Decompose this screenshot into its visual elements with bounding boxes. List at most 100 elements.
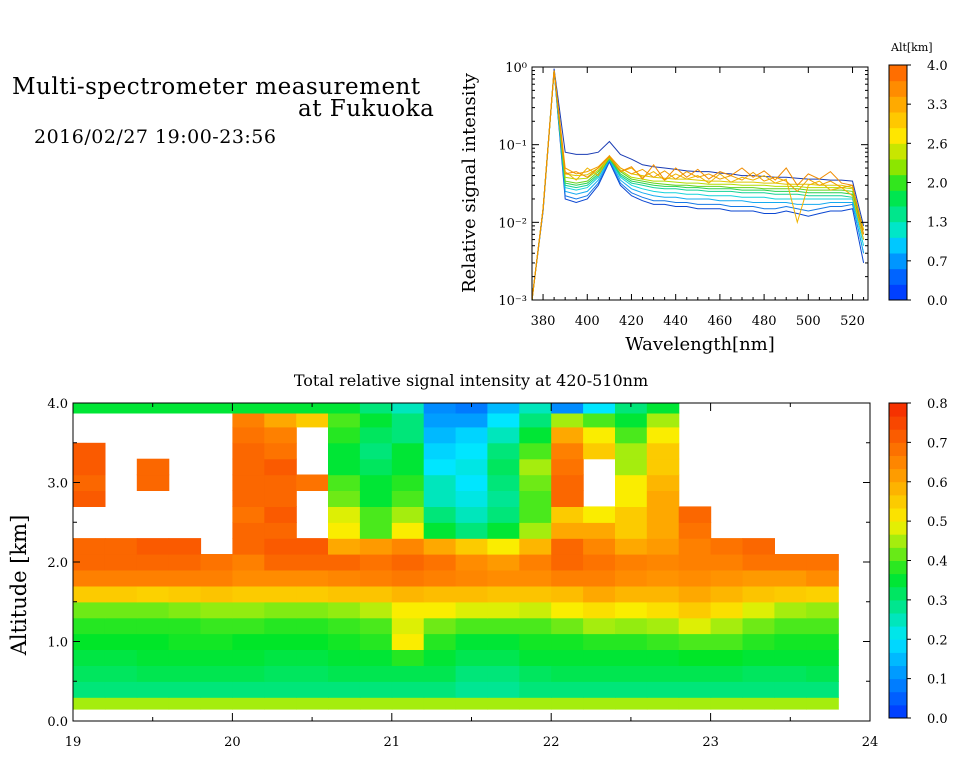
heatmap-cell	[519, 490, 552, 507]
heatmap-cell	[391, 458, 425, 476]
heatmap-cell	[359, 412, 393, 428]
heatmap-cell	[455, 474, 489, 491]
heatmap-cell	[806, 633, 839, 650]
altitude-colorbar-segment	[889, 253, 907, 270]
heatmap-cells	[73, 403, 839, 710]
heatmap-cell	[806, 585, 839, 603]
heatmap-cell	[583, 697, 616, 710]
spectrum-axes: 380 400 420 440 460 480 500 520 10⁻³ 10⁻² 10⁻¹ 10⁰	[498, 61, 868, 329]
heatmap-cell	[455, 458, 489, 476]
spectrum-plot-frame	[531, 66, 869, 301]
heatmap-cell	[264, 426, 297, 444]
heatmap-cell	[774, 649, 807, 666]
heatmap-cell	[391, 697, 425, 710]
heatmap-cell	[136, 617, 170, 635]
heatmap-cell	[264, 474, 297, 491]
heatmap-cell	[646, 458, 680, 476]
heatmap-y-axis-label: Altitude [km]	[7, 515, 31, 657]
intensity-colorbar-segment	[889, 494, 907, 509]
heatmap-cell	[232, 697, 265, 710]
heatmap-cell	[806, 617, 839, 635]
heatmap-x-tick-label: 24	[862, 735, 879, 750]
heatmap-cell	[136, 458, 170, 476]
heatmap-cell	[455, 617, 489, 635]
heatmap-cell	[806, 570, 839, 587]
heatmap-cell	[359, 403, 393, 414]
heatmap-cell	[73, 490, 106, 507]
altitude-colorbar-segment	[889, 127, 907, 144]
heatmap-cell	[710, 585, 744, 603]
heatmap-cell	[646, 649, 680, 666]
heatmap-cell	[615, 554, 648, 571]
heatmap-cell	[296, 649, 329, 666]
heatmap-cell	[391, 633, 425, 650]
intensity-colorbar-segment	[889, 481, 907, 496]
heatmap-cell	[359, 426, 393, 444]
heatmap-y-tick-label: 4.0	[47, 397, 68, 412]
heatmap-cell	[710, 617, 744, 635]
heatmap-cell	[391, 522, 425, 539]
heatmap-cell	[232, 554, 265, 571]
heatmap-cell	[615, 458, 648, 476]
heatmap-cell	[646, 570, 680, 587]
altitude-colorbar-segment	[889, 174, 907, 191]
altitude-colorbar-segment	[889, 190, 907, 207]
heatmap-cell	[168, 554, 202, 571]
heatmap-cell	[551, 403, 584, 414]
heatmap-cell	[519, 426, 552, 444]
heatmap-cell	[583, 665, 616, 682]
heatmap-axes: 19 20 21 22 23 24 0.0 1.0 2.0 3.0 4.0	[47, 397, 878, 750]
heatmap-cell	[423, 403, 457, 414]
heatmap-cell	[296, 633, 329, 650]
altitude-colorbar-segment	[889, 65, 907, 82]
heatmap-cell	[646, 617, 680, 635]
heatmap-cell	[742, 554, 775, 571]
heatmap-cell	[104, 649, 138, 666]
heatmap-cell	[423, 426, 457, 444]
heatmap-cell	[646, 522, 680, 539]
heatmap-cell	[73, 681, 106, 698]
heatmap-cell	[646, 426, 680, 444]
heatmap-cell	[328, 585, 361, 603]
heatmap-cell	[264, 554, 297, 571]
heatmap-cell	[646, 442, 680, 460]
heatmap-cell	[615, 412, 648, 428]
heatmap-cell	[455, 570, 489, 587]
heatmap-cell	[455, 601, 489, 619]
heatmap-cell	[168, 617, 202, 635]
heatmap-cell	[678, 681, 712, 698]
heatmap-cell	[104, 585, 138, 603]
altitude-colorbar-segment	[889, 112, 907, 129]
altitude-colorbar-label: 1.3	[927, 216, 948, 231]
heatmap-cell	[104, 617, 138, 635]
heatmap-cell	[774, 585, 807, 603]
heatmap-cell	[551, 538, 584, 555]
heatmap-cell	[232, 474, 265, 491]
heatmap-cell	[359, 538, 393, 555]
heatmap-cell	[615, 570, 648, 587]
heatmap-x-tick-label: 23	[702, 735, 719, 750]
heatmap-cell	[646, 633, 680, 650]
heatmap-cell	[806, 665, 839, 682]
heatmap-cell	[519, 649, 552, 666]
heatmap-cell	[296, 585, 329, 603]
heatmap-cell	[168, 601, 202, 619]
heatmap-cell	[232, 633, 265, 650]
heatmap-cell	[200, 585, 233, 603]
heatmap-cell	[168, 697, 202, 710]
heatmap-cell	[551, 554, 584, 571]
intensity-colorbar-segment	[889, 599, 907, 614]
heatmap-cell	[678, 601, 712, 619]
heatmap-cell	[328, 554, 361, 571]
heatmap-cell	[615, 538, 648, 555]
heatmap-cell	[328, 522, 361, 539]
heatmap-cell	[519, 697, 552, 710]
heatmap-cell	[551, 490, 584, 507]
intensity-colorbar-label: 0.5	[927, 515, 948, 530]
spectrum-line-12	[532, 70, 865, 300]
heatmap-cell	[455, 585, 489, 603]
heatmap-cell	[742, 697, 775, 710]
altitude-colorbar-segment	[889, 268, 907, 285]
heatmap-cell	[232, 522, 265, 539]
heatmap-cell	[232, 570, 265, 587]
